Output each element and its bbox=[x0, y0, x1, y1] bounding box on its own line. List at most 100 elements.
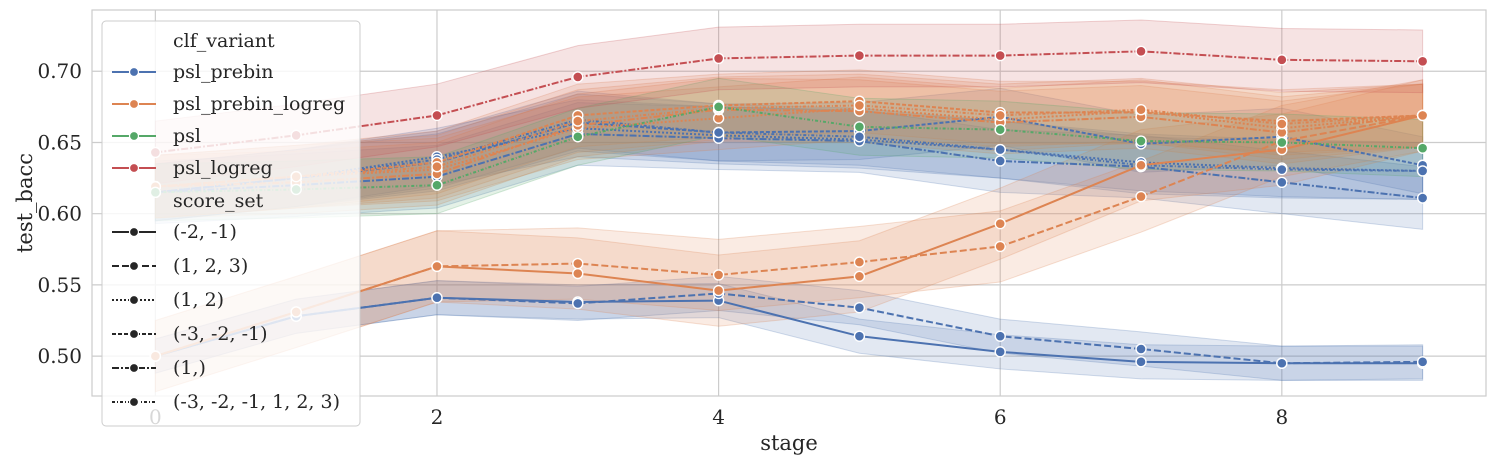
data-point bbox=[1416, 142, 1429, 154]
data-point bbox=[1135, 190, 1147, 203]
legend-marker bbox=[128, 98, 140, 110]
data-point bbox=[1135, 159, 1147, 171]
data-point bbox=[994, 346, 1006, 358]
data-point bbox=[853, 301, 866, 314]
confidence-band bbox=[154, 275, 1424, 381]
x-tick-label: 2 bbox=[431, 405, 444, 429]
y-axis-label: test_bacc bbox=[13, 153, 37, 253]
series-line bbox=[155, 50, 1423, 154]
data-point bbox=[431, 292, 443, 304]
data-point bbox=[853, 121, 866, 133]
data-point bbox=[572, 257, 584, 270]
x-tick-labels: 02468 bbox=[149, 405, 1288, 429]
data-point bbox=[572, 71, 584, 83]
data-point bbox=[994, 109, 1006, 122]
data-point bbox=[1276, 136, 1288, 149]
series-line bbox=[155, 292, 1423, 365]
data-point bbox=[1416, 109, 1429, 122]
legend-label: (1,) bbox=[173, 357, 206, 379]
data-point bbox=[1276, 163, 1288, 176]
legend-label: (1, 2, 3) bbox=[173, 255, 248, 277]
data-point bbox=[994, 330, 1006, 342]
data-point bbox=[1135, 104, 1147, 116]
series-line bbox=[155, 107, 1423, 188]
data-point bbox=[1276, 176, 1288, 189]
series-line bbox=[155, 104, 1423, 188]
legend-marker bbox=[128, 162, 140, 174]
legend-label: psl_logreg bbox=[173, 157, 273, 179]
legend-label: (-2, -1) bbox=[173, 221, 237, 243]
legend-box bbox=[101, 20, 361, 427]
x-axis-label: stage bbox=[760, 431, 818, 455]
y-tick-label: 0.55 bbox=[37, 273, 82, 297]
series-line bbox=[155, 105, 1423, 194]
data-point bbox=[853, 99, 866, 112]
data-point bbox=[572, 115, 584, 127]
legend-label: psl_prebin bbox=[173, 61, 273, 83]
legend-marker bbox=[128, 396, 140, 408]
legend-label: (-3, -2, -1, 1, 2, 3) bbox=[173, 391, 340, 413]
legend-marker bbox=[128, 66, 140, 78]
data-point bbox=[1276, 357, 1288, 369]
legend-marker bbox=[128, 130, 140, 142]
data-point bbox=[431, 160, 443, 173]
data-point bbox=[1416, 55, 1429, 67]
data-point bbox=[1135, 356, 1147, 368]
data-point bbox=[572, 131, 584, 143]
legend-marker bbox=[128, 328, 140, 340]
data-point bbox=[994, 123, 1006, 136]
legend-marker bbox=[128, 362, 140, 374]
legend-label: (1, 2) bbox=[173, 289, 224, 311]
y-tick-label: 0.50 bbox=[37, 344, 82, 368]
data-point bbox=[572, 267, 584, 280]
legend-title-hue: clf_variant bbox=[173, 30, 275, 52]
legend-title-style: score_set bbox=[173, 190, 264, 212]
data-point bbox=[853, 330, 866, 342]
legend-marker bbox=[128, 226, 140, 238]
confidence-band bbox=[154, 280, 1424, 381]
legend-marker bbox=[128, 260, 140, 272]
data-point bbox=[712, 269, 725, 281]
data-point bbox=[1135, 343, 1147, 355]
data-point bbox=[572, 297, 584, 310]
y-tick-label: 0.70 bbox=[37, 59, 82, 83]
x-tick-label: 6 bbox=[994, 405, 1007, 429]
series-line bbox=[155, 127, 1423, 194]
series-line bbox=[155, 114, 1423, 358]
data-point bbox=[994, 49, 1006, 62]
data-point bbox=[712, 52, 725, 65]
data-point bbox=[994, 240, 1006, 253]
data-point bbox=[853, 256, 866, 268]
series-line bbox=[155, 108, 1423, 188]
data-point bbox=[712, 284, 725, 297]
series-line bbox=[155, 118, 1423, 194]
series-lines bbox=[155, 50, 1423, 365]
confidence-band bbox=[154, 19, 1424, 185]
data-point bbox=[1416, 356, 1429, 368]
y-tick-labels: 0.50 0.55 0.60 0.65 0.70 bbox=[37, 59, 82, 368]
legend-label: (-3, -2, -1) bbox=[173, 323, 268, 345]
data-point bbox=[431, 179, 443, 191]
data-point bbox=[431, 260, 443, 273]
x-tick-label: 8 bbox=[1275, 405, 1288, 429]
legend-label: psl bbox=[173, 125, 201, 147]
data-point bbox=[1416, 192, 1429, 204]
data-point bbox=[712, 101, 725, 113]
data-point bbox=[1135, 45, 1147, 58]
data-point bbox=[1135, 135, 1147, 147]
y-tick-label: 0.65 bbox=[37, 130, 82, 154]
legend: clf_variant score_set psl_prebin psl_preb… bbox=[101, 20, 361, 427]
x-tick-label: 4 bbox=[712, 405, 725, 429]
data-point bbox=[853, 131, 866, 143]
data-point bbox=[1416, 165, 1429, 177]
data-point bbox=[1276, 118, 1288, 130]
data-point bbox=[853, 49, 866, 62]
confidence-bands bbox=[154, 19, 1424, 393]
legend-marker bbox=[128, 294, 140, 306]
data-point bbox=[853, 270, 866, 283]
confidence-band bbox=[154, 102, 1424, 230]
series-line bbox=[155, 296, 1423, 365]
y-tick-label: 0.60 bbox=[37, 202, 82, 226]
data-point bbox=[431, 109, 443, 122]
